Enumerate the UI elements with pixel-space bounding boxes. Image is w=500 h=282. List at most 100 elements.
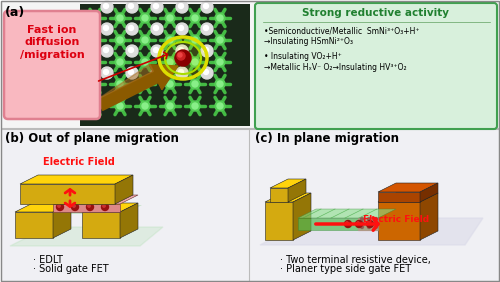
Circle shape (73, 205, 75, 207)
Text: Electric Field: Electric Field (43, 157, 115, 167)
Circle shape (167, 81, 173, 87)
Circle shape (115, 57, 125, 67)
Circle shape (192, 59, 198, 65)
Circle shape (165, 57, 175, 67)
Polygon shape (358, 218, 378, 230)
Polygon shape (20, 184, 115, 204)
FancyBboxPatch shape (80, 4, 250, 126)
Circle shape (167, 37, 173, 43)
Circle shape (192, 37, 198, 43)
Polygon shape (270, 179, 306, 188)
Circle shape (192, 103, 198, 109)
Circle shape (101, 67, 113, 79)
Text: Strong reductive activity: Strong reductive activity (302, 8, 450, 18)
Circle shape (346, 222, 348, 224)
Circle shape (201, 1, 213, 13)
Polygon shape (265, 193, 311, 202)
Circle shape (154, 47, 158, 52)
Circle shape (126, 67, 138, 79)
Polygon shape (15, 212, 53, 238)
Circle shape (217, 37, 223, 43)
Circle shape (126, 23, 138, 35)
Circle shape (151, 1, 163, 13)
Circle shape (190, 101, 200, 111)
Circle shape (151, 23, 163, 35)
Circle shape (140, 13, 150, 23)
Circle shape (192, 81, 198, 87)
Circle shape (90, 101, 100, 111)
Circle shape (140, 79, 150, 89)
Circle shape (360, 217, 364, 221)
Circle shape (115, 101, 125, 111)
Polygon shape (293, 193, 311, 240)
Text: Fast ion
diffusion
/migration: Fast ion diffusion /migration (20, 25, 84, 60)
Circle shape (178, 3, 184, 8)
Text: · Two terminal resistive device,: · Two terminal resistive device, (280, 255, 431, 265)
Text: →Metallic HₓV⁻ O₂→Insulating HV³⁺O₂: →Metallic HₓV⁻ O₂→Insulating HV³⁺O₂ (264, 63, 406, 72)
Circle shape (101, 1, 113, 13)
Circle shape (217, 103, 223, 109)
Circle shape (92, 103, 98, 109)
Circle shape (201, 67, 213, 79)
Circle shape (117, 103, 123, 109)
Ellipse shape (159, 37, 207, 79)
Circle shape (217, 59, 223, 65)
Circle shape (215, 35, 225, 45)
Circle shape (128, 3, 134, 8)
Polygon shape (420, 183, 438, 202)
Circle shape (115, 13, 125, 23)
Polygon shape (115, 175, 133, 204)
Text: →Insulating HSmNi²⁺O₃: →Insulating HSmNi²⁺O₃ (264, 37, 353, 46)
Circle shape (178, 47, 184, 52)
Circle shape (215, 101, 225, 111)
Circle shape (360, 226, 364, 228)
Circle shape (165, 79, 175, 89)
Circle shape (126, 1, 138, 13)
Polygon shape (98, 64, 154, 99)
Circle shape (92, 59, 98, 65)
Circle shape (154, 25, 158, 30)
Circle shape (368, 226, 370, 228)
Circle shape (128, 25, 134, 30)
Circle shape (167, 103, 173, 109)
Circle shape (92, 37, 98, 43)
Circle shape (142, 81, 148, 87)
Polygon shape (10, 227, 163, 246)
Circle shape (117, 37, 123, 43)
Circle shape (215, 79, 225, 89)
Circle shape (90, 79, 100, 89)
Polygon shape (51, 205, 142, 214)
Circle shape (176, 67, 188, 79)
Circle shape (190, 79, 200, 89)
Circle shape (374, 217, 378, 221)
Circle shape (368, 217, 370, 221)
Text: (b) Out of plane migration: (b) Out of plane migration (5, 132, 179, 145)
Circle shape (204, 47, 208, 52)
Polygon shape (260, 218, 483, 245)
Circle shape (215, 57, 225, 67)
Polygon shape (98, 65, 178, 110)
Circle shape (176, 23, 188, 35)
Polygon shape (270, 188, 288, 202)
Circle shape (140, 101, 150, 111)
Circle shape (104, 69, 108, 74)
Polygon shape (20, 175, 133, 184)
Circle shape (357, 222, 359, 224)
Polygon shape (298, 218, 378, 230)
Circle shape (192, 15, 198, 21)
Circle shape (117, 59, 123, 65)
Circle shape (58, 205, 60, 207)
Circle shape (190, 57, 200, 67)
Circle shape (204, 25, 208, 30)
Circle shape (115, 35, 125, 45)
Text: · Solid gate FET: · Solid gate FET (33, 264, 108, 274)
Text: · Planer type side gate FET: · Planer type side gate FET (280, 264, 411, 274)
Circle shape (190, 13, 200, 23)
Circle shape (115, 79, 125, 89)
Polygon shape (53, 195, 138, 204)
Circle shape (178, 69, 184, 74)
Text: •Semiconductive/Metallic  SmNi³⁺O₃+H⁺: •Semiconductive/Metallic SmNi³⁺O₃+H⁺ (264, 26, 420, 35)
Polygon shape (82, 212, 120, 238)
Polygon shape (120, 203, 138, 238)
Circle shape (140, 57, 150, 67)
